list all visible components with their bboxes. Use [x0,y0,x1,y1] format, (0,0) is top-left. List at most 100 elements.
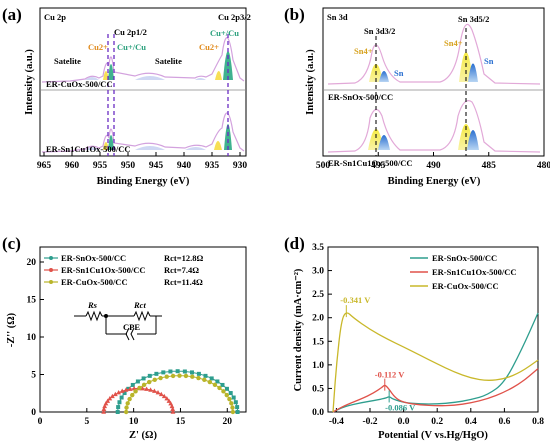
panel-c-legend-name: ER-Sn1Cu1Ox-500/CC [61,265,146,275]
panel-b-x-tick-label: 490 [426,161,441,171]
panel-c-xtick-label: 20 [223,417,233,427]
panel-b-fit-sn-top-2 [468,63,478,82]
panel-c-xtick-label: 15 [176,417,186,427]
panel-a-ann-cu1plus-2: Cu+/Cu [210,28,239,38]
panel-c-ytick-label: 15 [27,296,37,306]
panel-d-legend-name: ER-CuOx-500/CC [432,281,499,291]
panel-c-circuit-cpe: CPE [123,322,140,332]
panel-d-xtick-label: 0.0 [398,417,410,427]
panel-b-fit-sn-bottom-1 [378,135,390,150]
panel-c-ytick-label: 20 [27,258,37,268]
panel-b-x-tick-label: 485 [482,161,497,171]
panel-c-legend-rct: Rct=7.4Ω [164,265,199,275]
panel-d-legend: ER-SnOx-500/CC ER-Sn1Cu1Ox-500/CC ER-CuOx-… [410,253,517,291]
panel-d-ytick-label: 3.5 [312,243,324,253]
panel-c: (c) 0 5 10 15 20 0 5 10 15 20 ER-SnOx-500/CC Rct=1… [2,234,247,441]
panel-d-xtick-label: 0.2 [431,417,443,427]
panel-d-xlabel: Potential (V vs.Hg/HgO) [378,430,488,441]
panel-a-ann-cu2p32: Cu 2p3/2 [218,12,251,22]
panel-c-legend: ER-SnOx-500/CC Rct=12.8Ω ER-Sn1Cu1Ox-500/C… [44,253,203,287]
panel-c-legend-name: ER-SnOx-500/CC [61,253,126,263]
panel-a-x-tick-label: 930 [233,161,248,171]
panel-c-circuit-rct: Rct [133,300,146,310]
panel-c-legend-rct: Rct=12.8Ω [164,253,203,263]
panel-a-fit-cu-bottom-2 [224,124,232,150]
panel-a-x-tick-label: 940 [177,161,192,171]
panel-b-ann-sn3d52: Sn 3d5/2 [458,14,489,24]
panel-a-ann-satelite-2: Satelite [155,56,182,66]
panel-c-circuit [74,310,162,341]
panel-b-xlabel: Binding Energy (eV) [388,176,481,187]
panel-a-frame [39,7,247,157]
panel-b-ann-sn-2: Sn [484,56,494,66]
panel-b-ann-sn4plus-1: Sn4+ [354,46,373,56]
panel-d-series-line [332,368,539,413]
panel-d-axes: -0.4 -0.2 0.0 0.2 0.4 0.6 0.8 0.0 0.5 1.0 1.5 2.0 2.… [312,243,544,427]
panel-d-frame [327,246,539,413]
panel-d-ytick-label: 0.5 [312,384,324,394]
panel-d-xtick-label: -0.4 [329,417,344,427]
panel-a-xlabel: Binding Energy (eV) [97,176,190,187]
panel-a-ann-satelite-1: Satelite [54,56,81,66]
panel-b-xticks: 500 495 490 485 480 [316,152,550,171]
panel-d-xtick-label: 0.4 [465,417,477,427]
panel-c-ytick-label: 10 [27,333,37,343]
panel-c-axes: 0 5 10 15 20 0 5 10 15 20 [27,258,233,427]
panel-c-fit-line [125,375,234,413]
panel-a-sample-1: ER-CuOx-500/CC [46,79,113,89]
panel-c-xtick-label: 10 [129,417,139,427]
panel-d-series-line [332,312,539,413]
panel-c-plot [101,369,240,415]
panel-a-fit-satellite-top [85,76,206,80]
panel-d-xtick-label: 0.6 [498,417,510,427]
panel-a-xticks: 965 960 955 950 945 940 935 930 [37,152,248,171]
panel-d-plot: -0.341 V -0.112 V -0.086 V [332,295,539,413]
panel-c-circuit-rs: Rs [87,300,98,310]
panel-d-ytick-label: 1.0 [312,361,324,371]
panel-d-ytick-label: 3.0 [312,267,324,277]
panel-d-ytick-label: 2.0 [312,314,324,324]
panel-a-x-tick-label: 965 [37,161,52,171]
panel-c-legend-marker [49,280,53,284]
panel-b-corner-title: Sn 3d [327,12,348,22]
panel-b-x-tick-label: 495 [371,161,386,171]
panel-c-xtick-label: 0 [38,417,43,427]
panel-a-ann-cu2plus-2: Cu2+ [199,42,219,52]
panel-d-legend-name: ER-SnOx-500/CC [432,253,497,263]
panel-c-ylabel: -Z'' (Ω) [6,312,17,347]
panel-d-ytick-label: 0.0 [312,408,324,418]
panel-d-peak-label: -0.112 V [375,370,405,380]
panel-b-label: (b) [284,5,305,24]
panel-d-xtick-label: -0.2 [362,417,377,427]
panel-d-peak-label: -0.341 V [340,295,371,305]
panel-c-legend-rct: Rct=11.4Ω [164,277,203,287]
panel-c-legend-marker [49,256,53,260]
panel-a-fit-cu-top-1 [108,64,114,80]
panel-b-ann-sn4plus-2: Sn4+ [444,38,463,48]
panel-a-x-tick-label: 945 [149,161,164,171]
panel-a-ann-cu2p12: Cu 2p1/2 [114,27,147,37]
panel-d-ylabel: Current density (mA·cm⁻²) [293,268,304,391]
panel-b-ann-sn-1: Sn [394,68,404,78]
panel-a-x-tick-label: 955 [93,161,108,171]
panel-a-envelope-top [41,37,245,83]
panel-b-x-tick-label: 500 [316,161,331,171]
panel-b-sample-2: ER-Sn1Cu1Ox-500/CC [328,158,413,168]
panel-a-ylabel: Intensity (a.u.) [24,49,35,115]
panel-a-label: (a) [2,5,22,24]
panel-b-fit-sn-bottom-2 [467,130,479,150]
panel-c-ytick-label: 5 [31,371,36,381]
panel-b-envelope-bottom [327,100,541,153]
panel-a-x-tick-label: 950 [121,161,136,171]
panel-c-label: (c) [2,234,21,253]
panel-a-ann-cu1plus-1: Cu+/Cu [117,42,146,52]
panel-b: (b) Sn 3d Sn 3d3/2 Sn 3d5/2 Sn4+ Sn4+ Sn… [284,5,550,187]
panel-d-peak-label: -0.086 V [385,402,416,412]
panel-c-legend-marker [49,268,53,272]
panel-d-ytick-label: 2.5 [312,290,324,300]
panel-c-legend-name: ER-CuOx-500/CC [61,277,128,287]
panel-b-ylabel: Intensity (a.u.) [305,49,316,115]
panel-a-fit-cu-bottom-1 [108,135,114,150]
panel-b-fit-sn-top-1 [379,71,389,82]
panel-a-sample-2: ER-Sn1Cu1Ox-500/CC [46,144,131,154]
